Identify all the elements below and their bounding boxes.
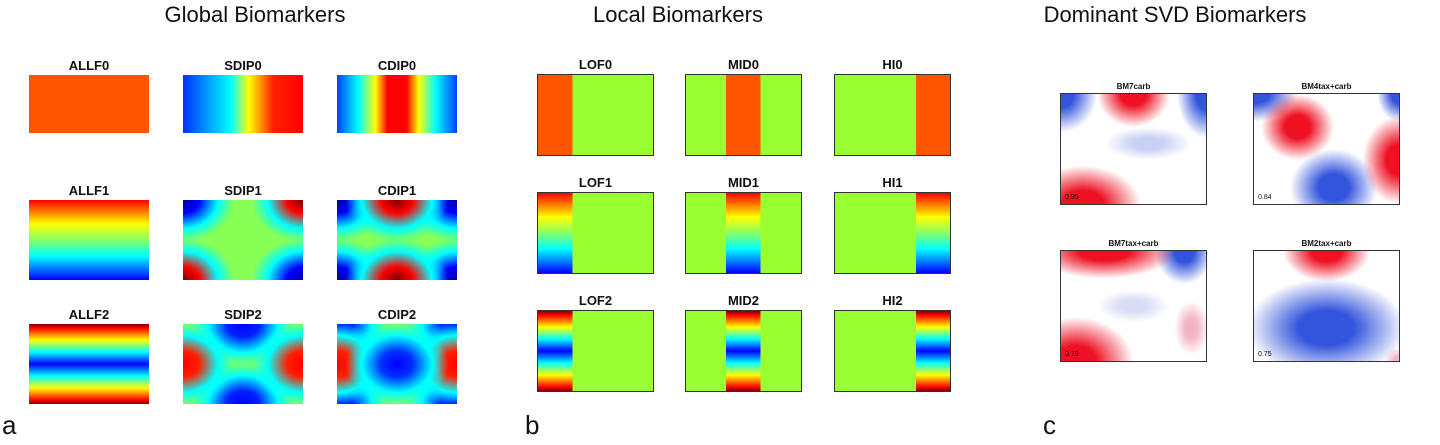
heatmap	[834, 74, 951, 156]
panel-title: Local Biomarkers	[593, 2, 763, 27]
map-label: CDIP0	[377, 58, 417, 73]
score: 0.79	[1065, 351, 1079, 358]
map-label: MID0	[727, 57, 760, 72]
score: 0.84	[1258, 194, 1272, 201]
map-label: HI2	[882, 293, 903, 308]
map-label: ALLF0	[68, 58, 110, 73]
heatmap: 0.84	[1253, 93, 1400, 205]
heatmap	[685, 310, 802, 392]
heatmap	[834, 310, 951, 392]
panel-letter: a	[2, 410, 17, 440]
heatmap	[29, 75, 149, 133]
panel-letter: b	[525, 410, 540, 440]
heatmap	[183, 75, 303, 133]
heatmap	[685, 192, 802, 274]
map-label: HI0	[882, 57, 903, 72]
map-label: CDIP1	[377, 183, 417, 198]
map-label: LOF0	[578, 57, 613, 72]
heatmap	[685, 74, 802, 156]
map-label: SDIP0	[224, 58, 262, 73]
heatmap	[29, 200, 149, 280]
heatmap	[337, 75, 457, 133]
map-label: MID2	[727, 293, 760, 308]
heatmap: 0.79	[1060, 250, 1207, 362]
heatmap	[29, 324, 149, 404]
panel-title: Dominant SVD Biomarkers	[1043, 2, 1307, 27]
map-label: BM7carb	[1116, 82, 1151, 91]
score: 0.75	[1258, 351, 1272, 358]
heatmap	[537, 192, 654, 274]
map-label: BM2tax+carb	[1301, 239, 1352, 248]
panel-title: Global Biomarkers	[164, 2, 346, 27]
heatmap: 0.95	[1060, 93, 1207, 205]
heatmap	[537, 74, 654, 156]
map-label: BM4tax+carb	[1301, 82, 1352, 91]
score: 0.95	[1065, 194, 1079, 201]
heatmap	[183, 200, 303, 280]
map-label: MID1	[727, 175, 760, 190]
map-label: ALLF2	[68, 307, 110, 322]
map-label: CDIP2	[377, 307, 417, 322]
heatmap	[834, 192, 951, 274]
heatmap	[537, 310, 654, 392]
heatmap	[337, 324, 457, 404]
map-label: BM7tax+carb	[1108, 239, 1159, 248]
heatmap	[183, 324, 303, 404]
panel-letter: c	[1043, 410, 1056, 440]
map-label: ALLF1	[68, 183, 110, 198]
map-label: LOF2	[578, 293, 613, 308]
map-label: LOF1	[578, 175, 613, 190]
heatmap	[337, 200, 457, 280]
map-label: HI1	[882, 175, 903, 190]
map-label: SDIP1	[224, 183, 262, 198]
heatmap: 0.75	[1253, 250, 1400, 362]
map-label: SDIP2	[224, 307, 262, 322]
